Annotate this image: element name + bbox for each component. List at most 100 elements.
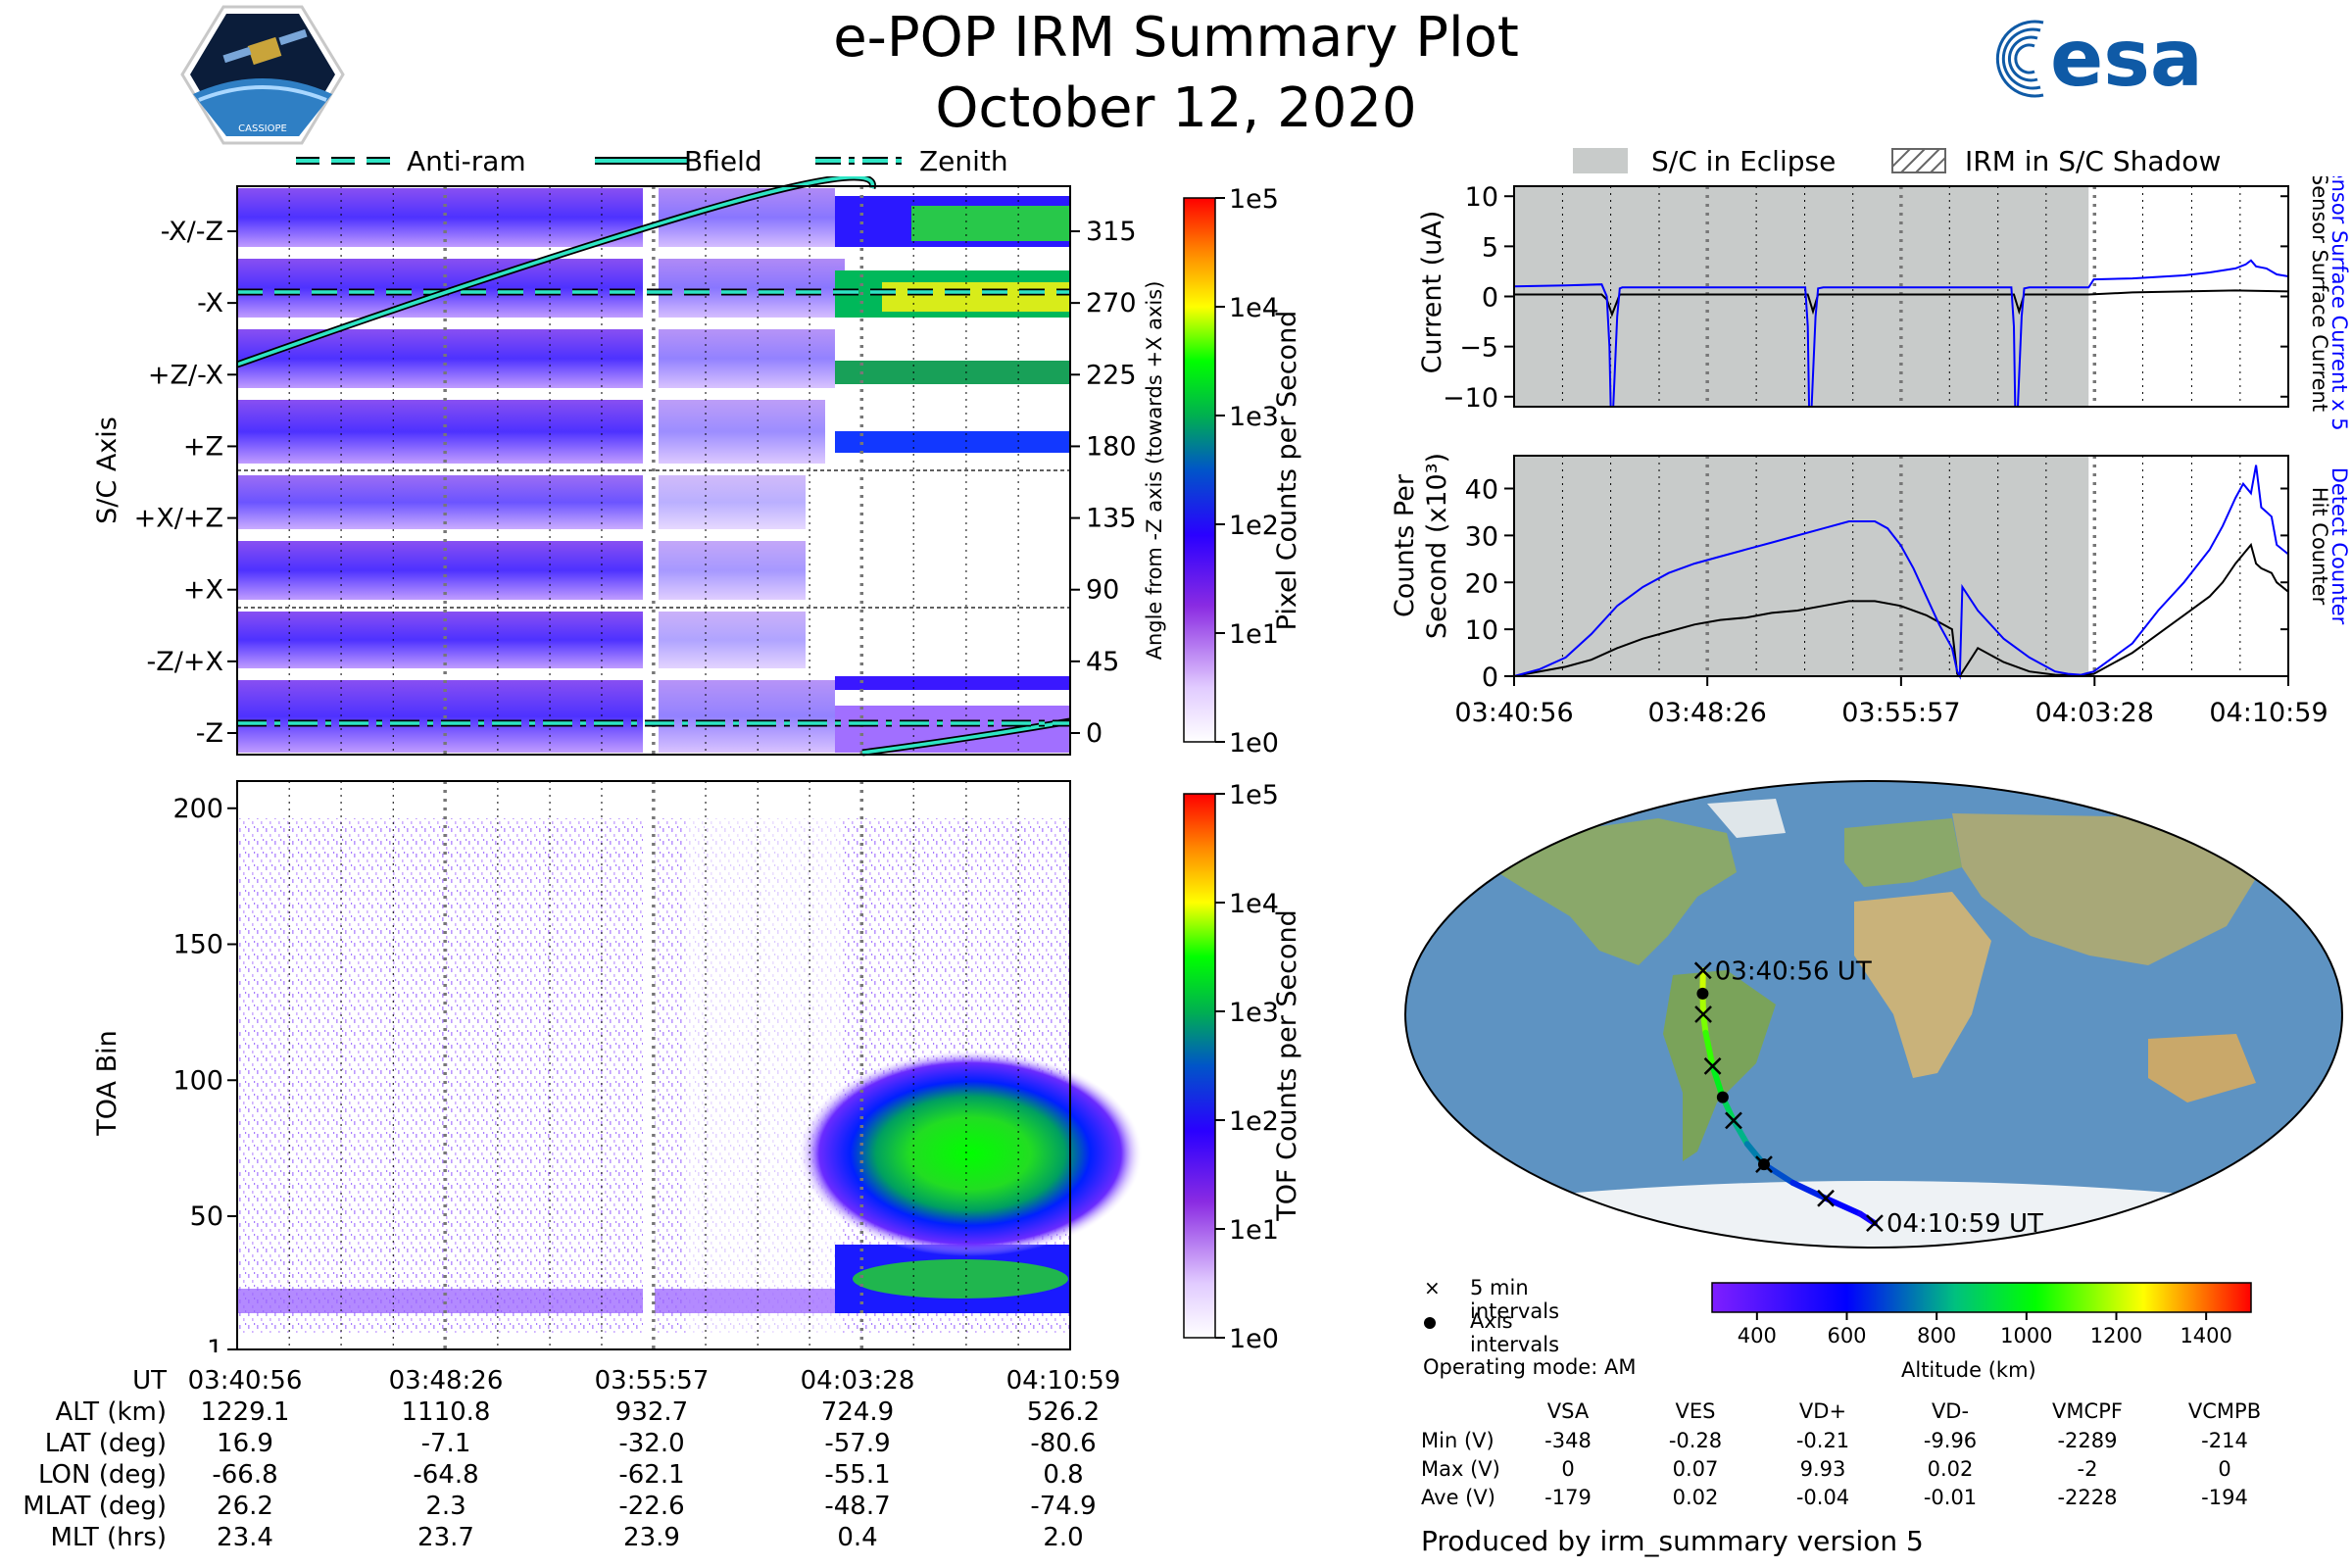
tof-colorbar-ticks: 1e0 1e1 1e2 1e3 1e4 1e5 [1215, 780, 1279, 1352]
greenland [1707, 799, 1786, 838]
colorbar-tick-label: 1e1 [1229, 619, 1279, 650]
current-y2label-black: Sensor Surface Current [2308, 176, 2331, 412]
pixel-frame [236, 185, 1071, 756]
ephemeris-cell: 0.4 [837, 1523, 878, 1552]
current-eclipse-region [1514, 186, 2089, 407]
ground-track-map: 03:40:56 UT 04:10:59 UT [1403, 779, 2344, 1250]
colorbar-tick-label: 1e3 [1229, 998, 1279, 1028]
ephemeris-cell: 0.8 [1043, 1460, 1084, 1490]
antarctica [1405, 1181, 2342, 1248]
track-segment [1702, 1029, 1716, 1069]
ephemeris-row-label: LAT (deg) [44, 1429, 167, 1458]
pixel-y2tick-label: 45 [1086, 647, 1119, 677]
cross-icon: × [1424, 1276, 1441, 1299]
tof-ytick-label: 200 [172, 794, 223, 824]
pixel-ytick-label: +Z/-X [148, 360, 223, 390]
colorbar-tick-label: 1e4 [1229, 293, 1279, 323]
cnt-ytick-label: 0 [1482, 662, 1498, 693]
colorbar-tick-label: 1e1 [1229, 1215, 1279, 1246]
svg-text:CASSIOPE: CASSIOPE [238, 123, 287, 134]
tof-low-core [853, 1259, 1068, 1298]
band-3c [835, 361, 1070, 384]
counts-series-blue [1513, 465, 2289, 680]
pixel-overlays [235, 176, 1071, 757]
altitude-colorbar-bar [1711, 1282, 2252, 1313]
north-america [1482, 818, 1737, 965]
current-y-ticks: 10 5 0 −5 −10 [1443, 182, 2288, 414]
track-cross [1817, 1189, 1835, 1207]
voltage-cell: 0.07 [1672, 1457, 1719, 1481]
track-cross [1693, 961, 1712, 980]
ephemeris-cell: 2.3 [425, 1492, 466, 1521]
tof-data-gap [643, 781, 655, 1349]
cassiope-logo: CASSIOPE [180, 5, 345, 145]
band-2y [882, 282, 1070, 312]
ephemeris-cell: -74.9 [1030, 1492, 1097, 1521]
cur-ytick-label: −10 [1443, 383, 1498, 414]
cnt-ytick-label: 40 [1465, 475, 1498, 506]
counts-xtick-label: 03:55:57 [1841, 698, 1960, 728]
pixel-y2tick-label: 90 [1086, 575, 1119, 606]
current-chart: 10 5 0 −5 −10 Current (uA) Sensor Surface Cu… [1417, 176, 2351, 431]
voltage-cell: -0.21 [1795, 1429, 1850, 1452]
pixel-ytick-label: +X [183, 575, 223, 606]
eclipse-legend-swatch [1573, 148, 1628, 173]
voltage-cell: 0 [1561, 1457, 1575, 1481]
voltage-row-label: Min (V) [1421, 1429, 1494, 1452]
band-4b [659, 400, 825, 464]
voltage-cell: -0.28 [1668, 1429, 1723, 1452]
plot-date: October 12, 2020 [935, 76, 1417, 140]
pixel-ytick-label: -X [197, 288, 223, 318]
altitude-tick-label: 600 [1827, 1324, 1866, 1348]
colorbar-tick-label: 1e0 [1229, 728, 1279, 759]
legend-cross-label: 5 min intervals [1470, 1276, 1560, 1323]
track-segment [1789, 1179, 1830, 1201]
pixel-y2tick-label: 135 [1086, 504, 1137, 534]
left-heatmaps: -X/-Z -X +Z/-X +Z +X/+Z +X -Z/+X -Z 315 270 225 18… [92, 176, 1302, 1352]
ephemeris-cell: -57.9 [824, 1429, 891, 1458]
altitude-colorbar: 400 600 800 1000 1200 1400 [1710, 1281, 2259, 1363]
legend-bfield-label: Bfield [684, 145, 762, 177]
counts-xtick-label: 03:48:26 [1648, 698, 1767, 728]
pixel-y2tick-label: 225 [1086, 360, 1137, 390]
counts-y2label-black: Hit Counter [2308, 487, 2331, 606]
band-7 [237, 612, 647, 668]
counts-ylabel-1: Counts Per [1390, 473, 1420, 617]
tof-colorbar [1183, 793, 1216, 1339]
current-time-gridlines [1561, 186, 2241, 407]
band-4 [237, 400, 647, 464]
ephemeris-cell: 23.4 [217, 1523, 273, 1552]
legend-zenith-label: Zenith [919, 145, 1008, 177]
legend-shadow-label: IRM in S/C Shadow [1965, 145, 2222, 177]
counts-x-ticks: 03:40:56 03:48:26 03:55:57 04:03:28 04:10:59 [1454, 676, 2328, 728]
band-6 [237, 541, 647, 600]
counts-xtick-label: 04:03:28 [2035, 698, 2154, 728]
plot-title: e-POP IRM Summary Plot [833, 6, 1519, 70]
tof-main-blob [799, 1051, 1142, 1256]
ephemeris-row-label: UT [132, 1366, 167, 1396]
cur-ytick-label: 0 [1482, 283, 1498, 314]
voltage-cell: 9.93 [1799, 1457, 1846, 1481]
voltage-cell: 0.02 [1927, 1457, 1974, 1481]
ephemeris-row-label: LON (deg) [37, 1460, 167, 1490]
pixel-time-gridlines [288, 186, 1019, 755]
voltage-cell: 0 [2218, 1457, 2231, 1481]
operating-mode: Operating mode: AM [1423, 1355, 1637, 1379]
pixel-y2tick-label: 180 [1086, 431, 1137, 462]
band-8 [237, 680, 647, 753]
voltage-cell: -194 [2201, 1486, 2248, 1509]
voltage-cell: -179 [1544, 1486, 1592, 1509]
band-7b [659, 612, 806, 668]
current-ylabel: Current (uA) [1417, 211, 1447, 374]
ephemeris-cell: 2.0 [1043, 1523, 1084, 1552]
ephemeris-cell: 03:55:57 [594, 1366, 710, 1396]
pixel-y2tick-label: 315 [1086, 217, 1137, 247]
band-separators [237, 469, 1070, 609]
voltage-cell: -0.01 [1923, 1486, 1978, 1509]
produced-by: Produced by irm_summary version 5 [1421, 1525, 1924, 1557]
altitude-colorbar-ticks: 400 600 800 1000 1200 1400 [1738, 1312, 2232, 1348]
counts-ylabel-2: Second (x10³) [1422, 453, 1452, 639]
track-dot [1696, 987, 1709, 1000]
voltage-cell: -2289 [2057, 1429, 2118, 1452]
ephemeris-cell: 724.9 [820, 1397, 895, 1427]
